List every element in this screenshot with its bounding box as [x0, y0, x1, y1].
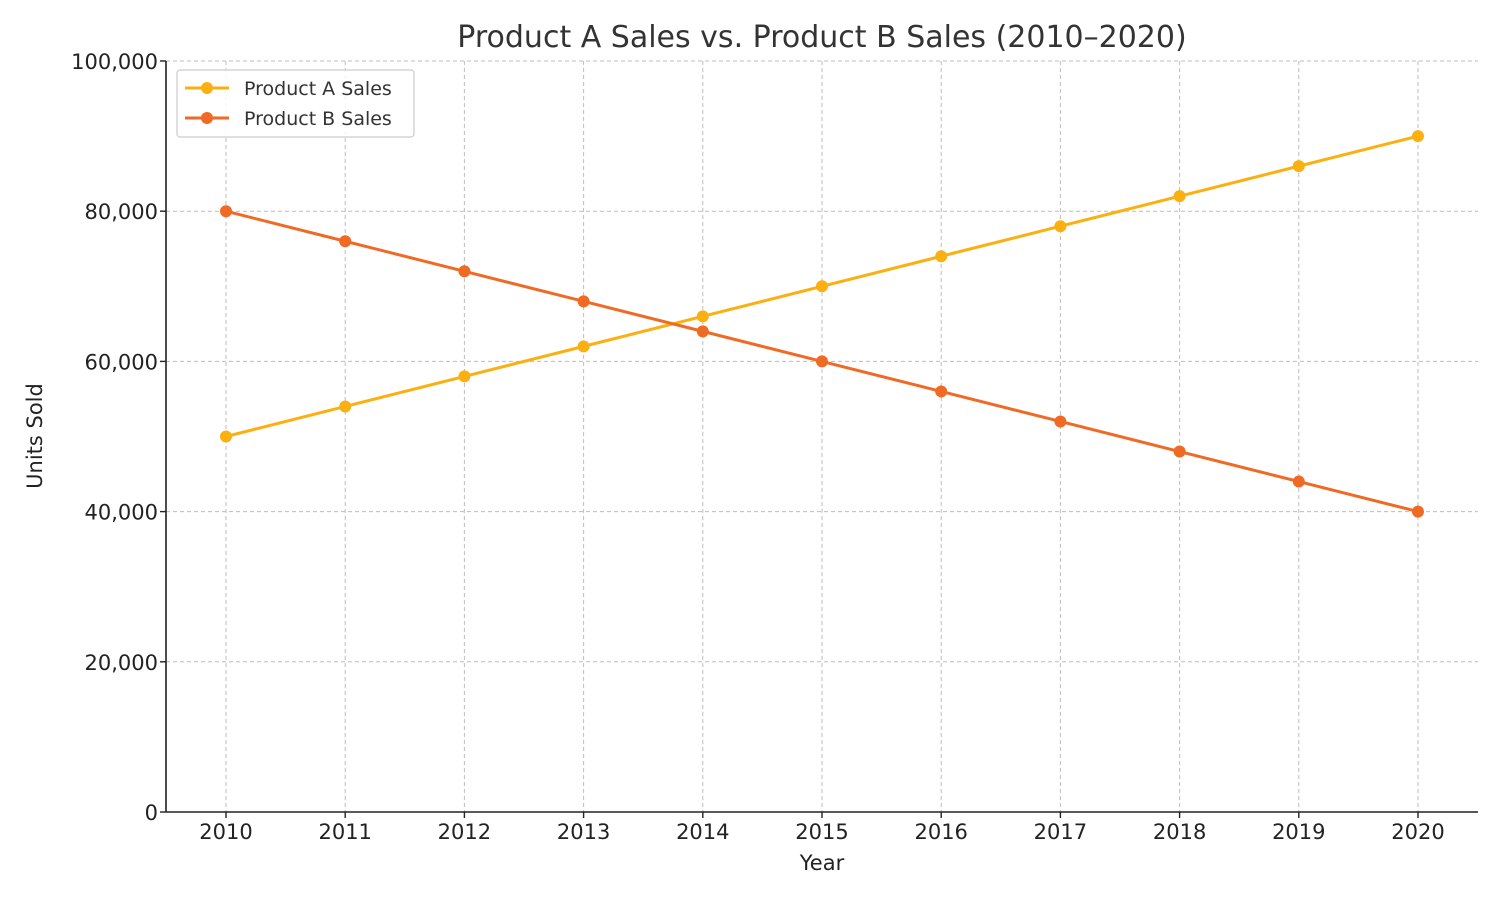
series-product-b [220, 205, 1424, 518]
data-point-1-2013 [577, 295, 590, 308]
y-tick-label-20000: 20,000 [85, 651, 158, 675]
data-point-1-2011 [339, 235, 352, 248]
grid-lines [166, 60, 1478, 812]
y-tick-label-60000: 60,000 [85, 350, 158, 374]
data-point-0-2012 [458, 370, 471, 383]
x-tick-label-2010: 2010 [199, 820, 252, 844]
x-tick-label-2012: 2012 [438, 820, 491, 844]
legend: Product A Sales Product B Sales [176, 69, 415, 138]
data-point-0-2020 [1412, 130, 1424, 143]
data-point-1-2018 [1173, 445, 1186, 458]
legend-marker-product-a [201, 82, 213, 94]
data-point-1-2010 [220, 205, 232, 218]
data-point-0-2011 [339, 400, 352, 413]
data-point-1-2016 [935, 385, 948, 398]
data-point-1-2019 [1292, 475, 1305, 488]
x-tick-label-2017: 2017 [1034, 820, 1087, 844]
x-tick-label-2020: 2020 [1391, 820, 1444, 844]
x-tick-label-2019: 2019 [1272, 820, 1325, 844]
y-tick-label-80000: 80,000 [85, 200, 158, 224]
data-point-0-2010 [220, 430, 232, 443]
data-point-0-2018 [1173, 190, 1186, 203]
data-point-1-2014 [696, 325, 709, 338]
y-tick-label-40000: 40,000 [85, 501, 158, 525]
data-point-0-2019 [1292, 160, 1305, 173]
series-product-a [220, 130, 1424, 443]
x-tick-label-2015: 2015 [795, 820, 848, 844]
x-tick-label-2018: 2018 [1153, 820, 1206, 844]
data-point-0-2015 [816, 280, 828, 293]
data-point-1-2020 [1412, 505, 1424, 518]
x-tick-label-2011: 2011 [318, 820, 371, 844]
y-axis-label: Units Sold [23, 383, 47, 489]
data-point-1-2012 [458, 265, 471, 278]
tick-labels: 2010 2011 2012 2013 2014 2015 2016 2017 2018 2019… [71, 50, 1445, 844]
legend-marker-product-b [201, 112, 213, 124]
data-point-0-2016 [935, 250, 948, 263]
x-tick-label-2013: 2013 [557, 820, 610, 844]
data-point-1-2015 [816, 355, 828, 368]
data-point-0-2013 [577, 340, 590, 353]
x-axis-label: Year [799, 851, 845, 875]
x-tick-label-2016: 2016 [914, 820, 967, 844]
data-point-0-2014 [696, 310, 709, 323]
y-tick-label-0: 0 [145, 801, 158, 825]
y-tick-label-100000: 100,000 [71, 50, 158, 74]
chart-title: Product A Sales vs. Product B Sales (201… [457, 20, 1186, 55]
axes [160, 60, 1478, 818]
x-tick-label-2014: 2014 [676, 820, 729, 844]
legend-box [176, 69, 415, 138]
legend-label-product-a: Product A Sales [244, 78, 392, 100]
legend-label-product-b: Product B Sales [244, 108, 392, 130]
series-layer [220, 130, 1424, 518]
data-point-1-2017 [1054, 415, 1067, 428]
data-point-0-2017 [1054, 220, 1067, 233]
